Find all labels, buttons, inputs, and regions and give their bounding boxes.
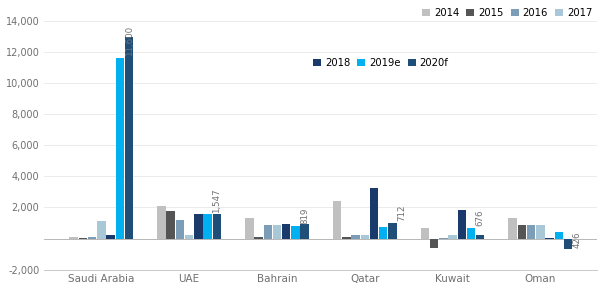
Text: 426: 426 (573, 231, 582, 248)
Bar (449, 235, 457, 238)
Bar (194, 214, 203, 238)
Text: 1,547: 1,547 (212, 188, 221, 213)
Bar (291, 226, 300, 238)
Bar (333, 201, 341, 238)
Bar (555, 232, 563, 238)
Bar (273, 224, 281, 238)
Bar (388, 223, 397, 238)
Bar (185, 235, 194, 238)
Bar (352, 235, 360, 238)
Bar (379, 227, 388, 238)
Bar (116, 58, 124, 238)
Bar (203, 215, 212, 238)
Legend: 2018, 2019e, 2020f: 2018, 2019e, 2020f (313, 58, 449, 68)
Text: 676: 676 (476, 210, 485, 226)
Bar (536, 225, 545, 238)
Bar (370, 188, 378, 238)
Text: 819: 819 (300, 208, 309, 224)
Bar (166, 211, 175, 238)
Bar (467, 228, 475, 238)
Bar (430, 238, 438, 248)
Bar (264, 225, 272, 238)
Bar (508, 218, 517, 238)
Bar (88, 237, 96, 238)
Bar (125, 37, 133, 238)
Bar (254, 237, 263, 238)
Bar (245, 218, 253, 238)
Bar (342, 237, 350, 238)
Bar (421, 228, 429, 238)
Bar (518, 224, 526, 238)
Bar (157, 206, 166, 238)
Bar (69, 237, 78, 238)
Bar (564, 238, 572, 249)
Bar (282, 224, 291, 238)
Text: 712: 712 (397, 205, 406, 221)
Bar (106, 235, 115, 238)
Bar (527, 225, 535, 238)
Bar (175, 220, 184, 238)
Bar (476, 235, 484, 238)
Bar (213, 214, 221, 238)
Bar (97, 222, 106, 238)
Bar (361, 235, 369, 238)
Bar (458, 210, 466, 238)
Text: 11,600: 11,600 (125, 26, 134, 57)
Bar (300, 224, 309, 238)
